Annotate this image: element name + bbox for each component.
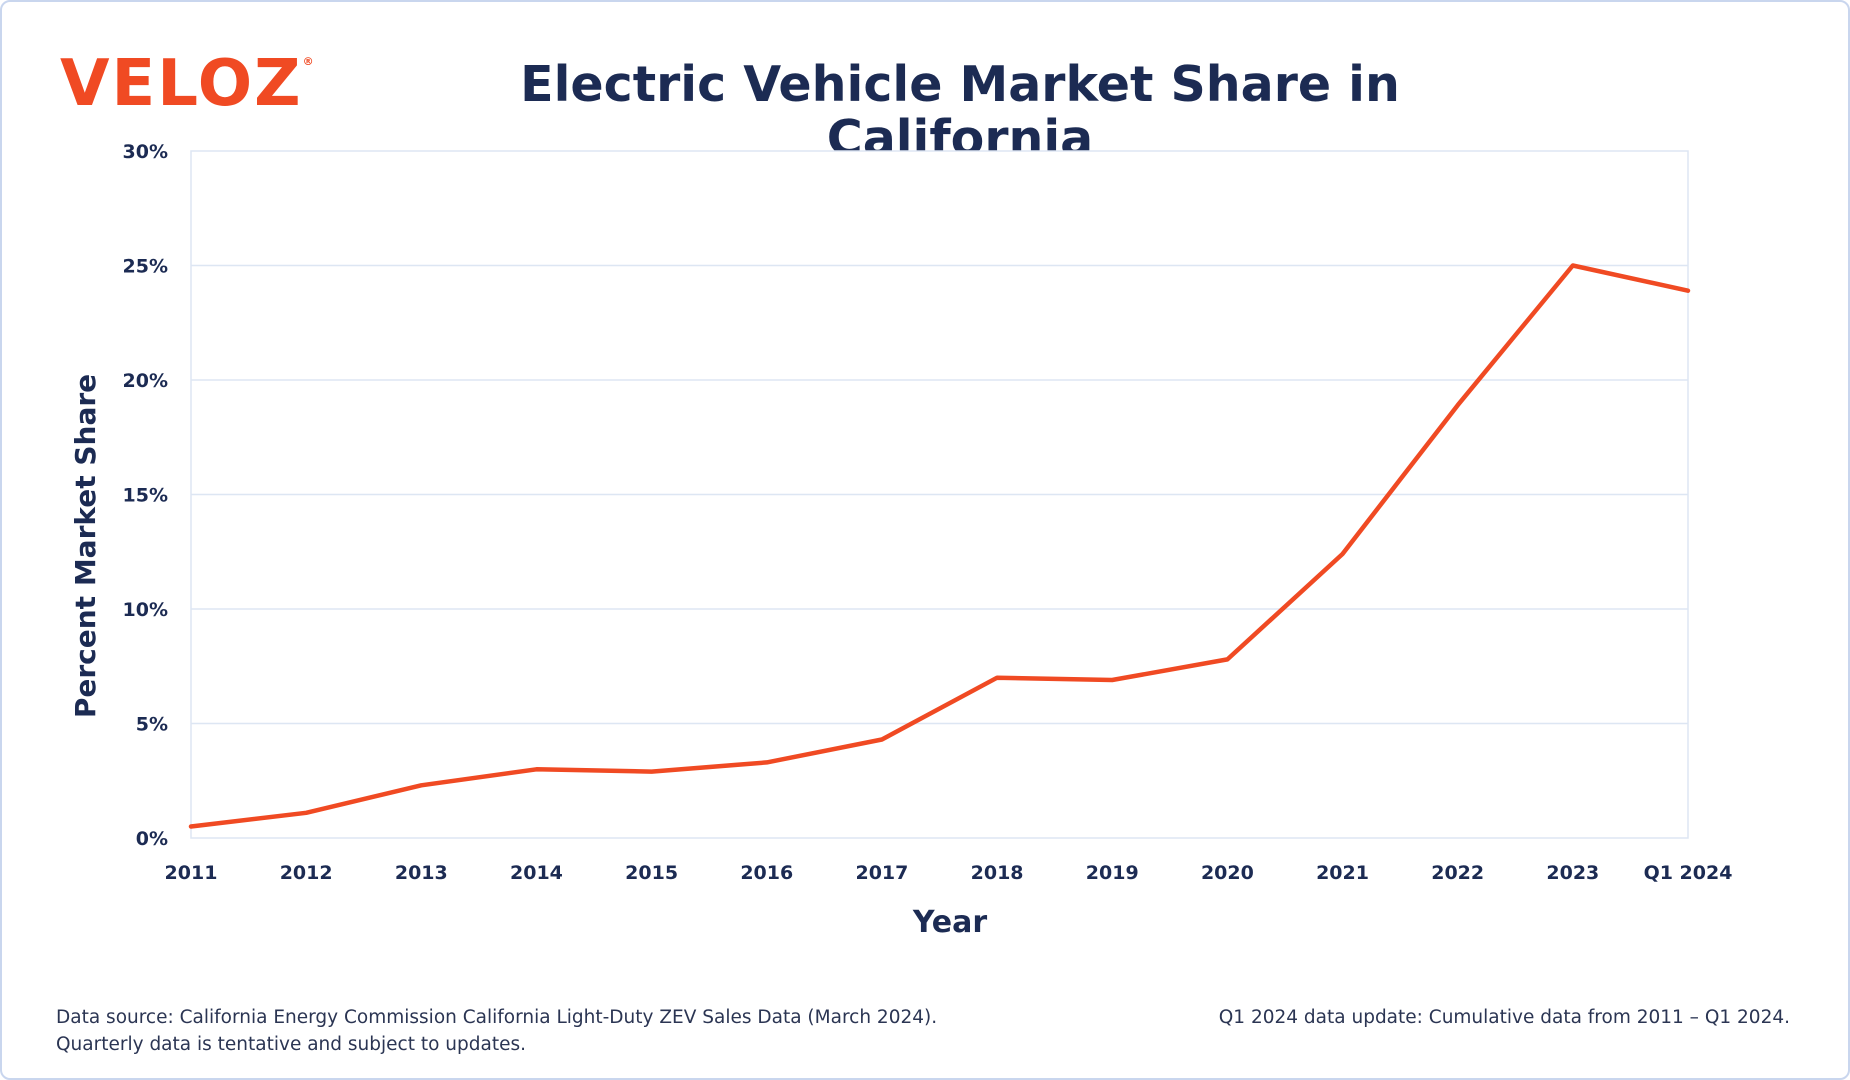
data-source-note: Data source: California Energy Commissio… (56, 1004, 937, 1058)
veloz-logo: VELOZ® (60, 52, 314, 116)
y-tick-label: 0% (136, 828, 168, 850)
x-tick-label: 2023 (1546, 862, 1599, 884)
x-tick-label: 2012 (280, 862, 333, 884)
x-tick-labels: 2011 2012 2013 2014 2015 2016 2017 2018 2019 2020… (165, 862, 1733, 884)
data-update-note: Q1 2024 data update: Cumulative data fro… (1218, 1007, 1790, 1028)
y-tick-label: 25% (123, 256, 168, 278)
y-tick-labels: 0% 5% 10% 15% 20% 25% 30% (123, 141, 168, 850)
registered-mark: ® (302, 55, 314, 68)
x-axis-label: Year (912, 905, 988, 940)
y-tick-label: 30% (123, 141, 168, 163)
gridlines (191, 264, 1688, 725)
x-tick-label: 2022 (1431, 862, 1484, 884)
x-tick-label: 2014 (510, 862, 563, 884)
tentative-data-line: Quarterly data is tentative and subject … (56, 1034, 526, 1055)
x-tick-label: 2013 (395, 862, 448, 884)
x-tick-label: 2020 (1201, 862, 1254, 884)
y-axis-label: Percent Market Share (69, 374, 102, 718)
x-tick-label: 2011 (165, 862, 218, 884)
x-tick-label: 2019 (1086, 862, 1139, 884)
y-tick-label: 5% (136, 714, 168, 736)
y-tick-label: 20% (123, 370, 168, 392)
x-tick-label: 2016 (740, 862, 793, 884)
line-chart: 0% 5% 10% 15% 20% 25% 30% 2011 2012 2013 2014 2015… (69, 141, 1733, 940)
x-tick-label: 2021 (1316, 862, 1369, 884)
series-lines (188, 263, 1691, 829)
data-source-line: Data source: California Energy Commissio… (56, 1007, 938, 1028)
market-share-line (188, 263, 1691, 829)
y-tick-label: 15% (123, 485, 168, 507)
x-tick-label: Q1 2024 (1644, 862, 1733, 884)
x-tick-label: 2015 (625, 862, 678, 884)
logo-text: VELOZ (60, 47, 303, 121)
y-tick-label: 10% (123, 599, 168, 621)
x-tick-label: 2018 (971, 862, 1024, 884)
x-tick-label: 2017 (855, 862, 908, 884)
